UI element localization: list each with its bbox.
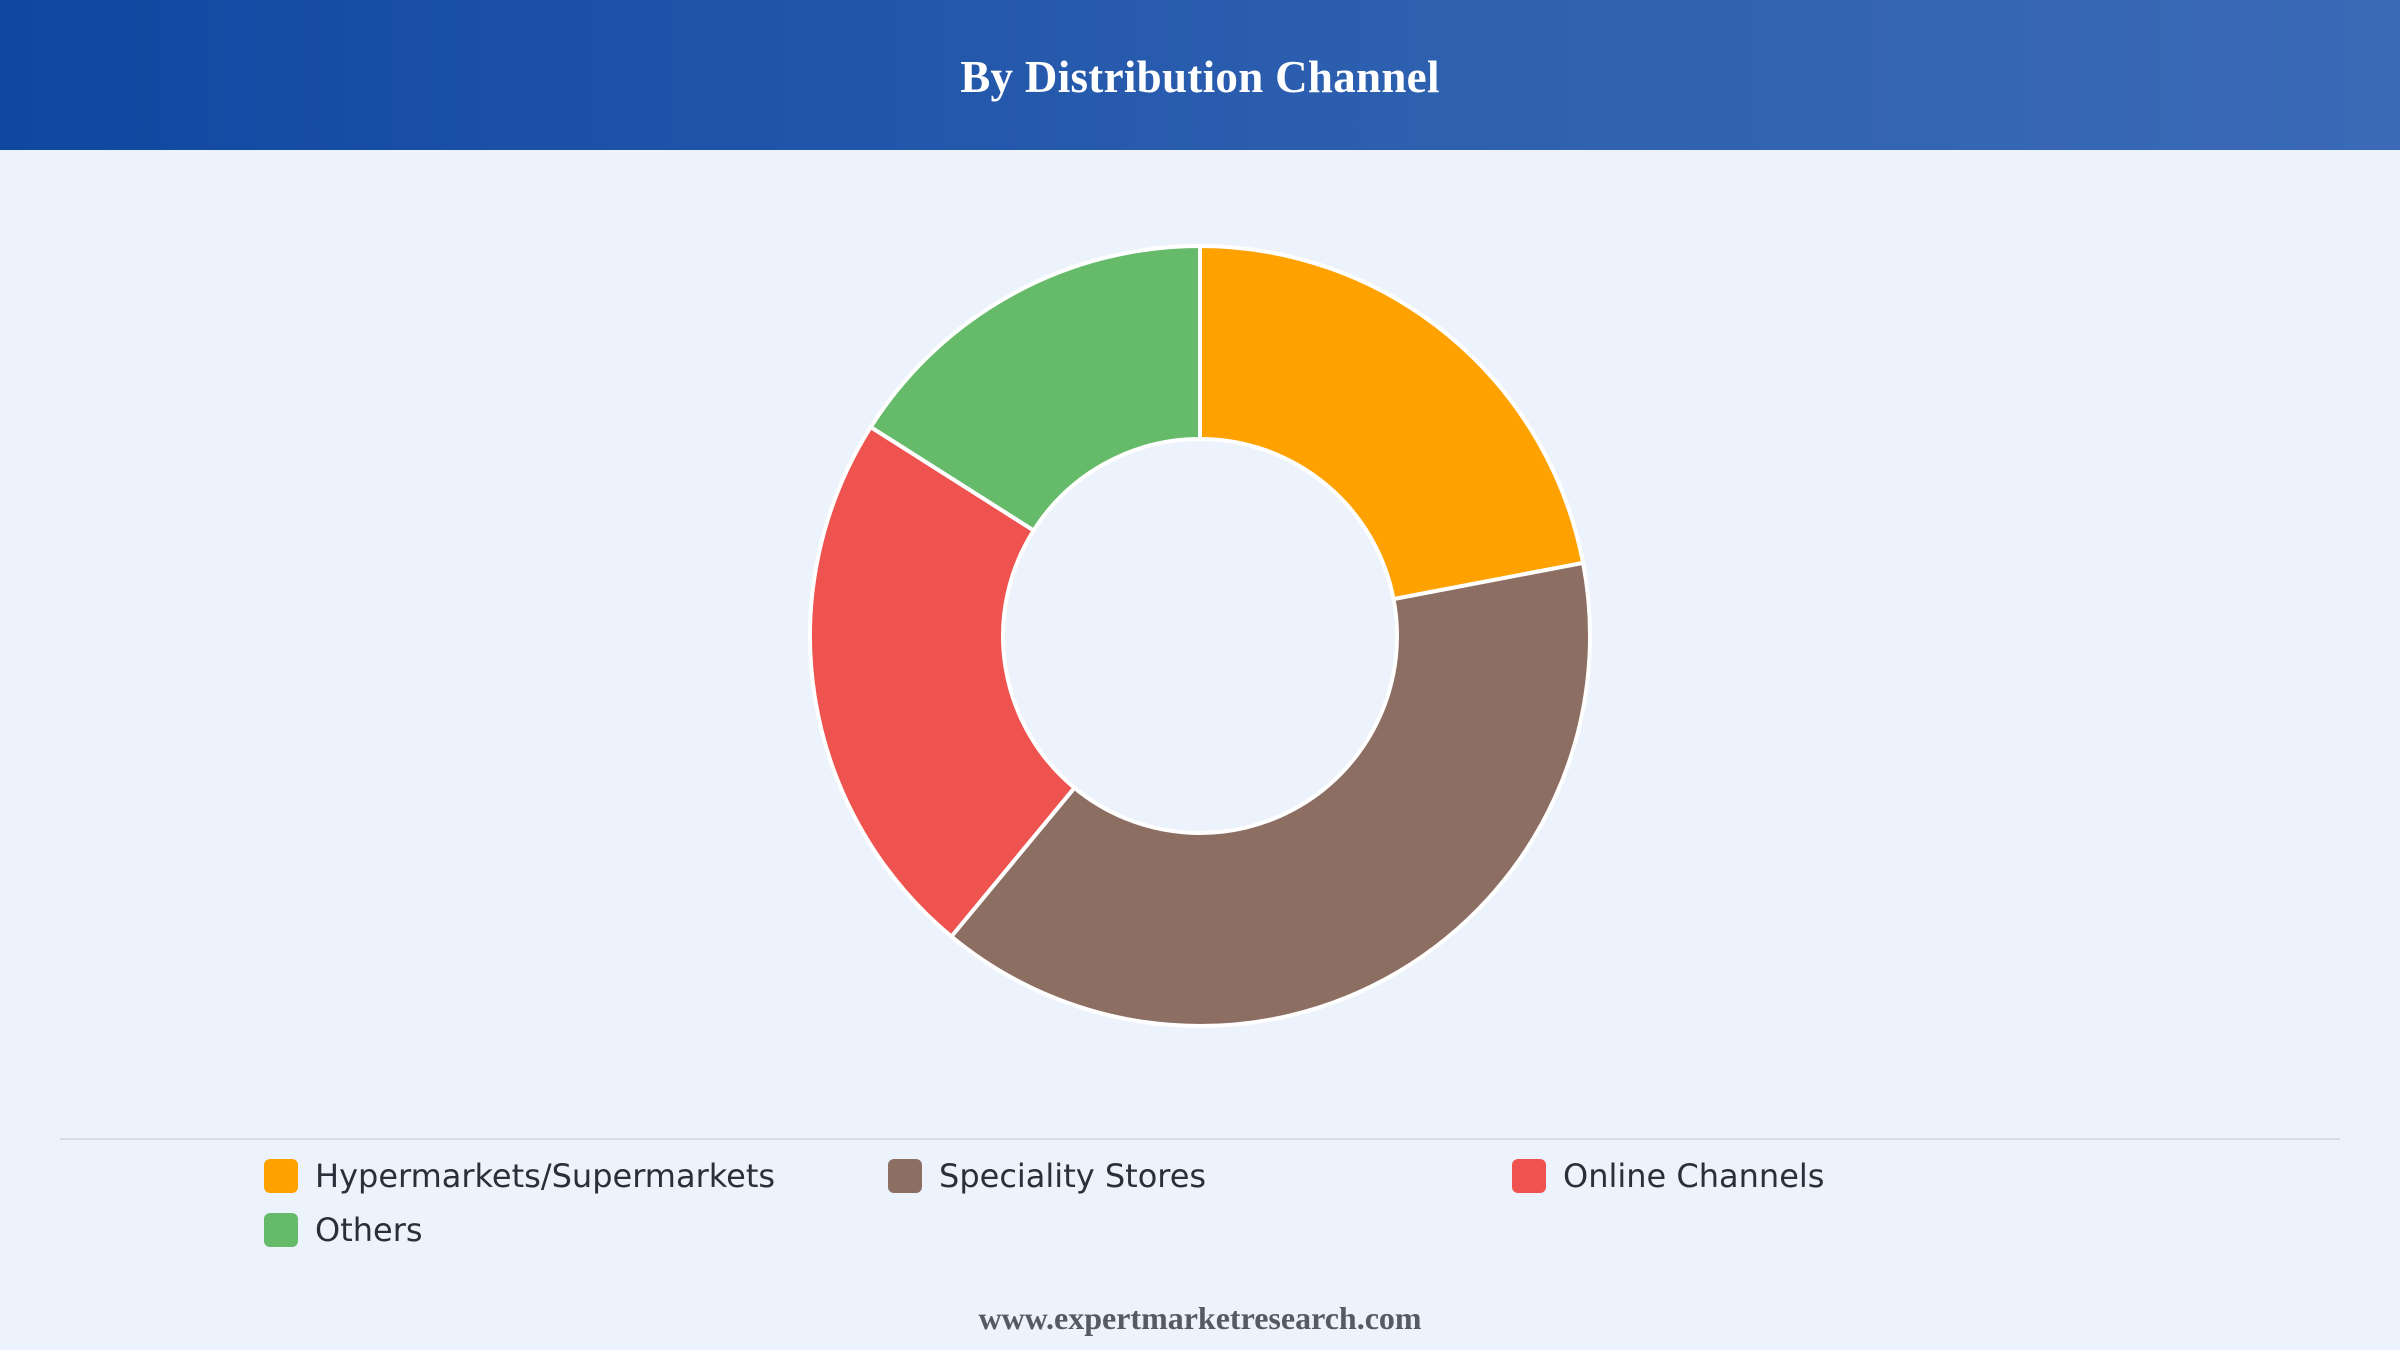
- legend-swatch-hypermarkets: [264, 1159, 298, 1193]
- donut-slice-others: [868, 244, 1202, 533]
- legend-item-speciality-stores: Speciality Stores: [888, 1152, 1206, 1200]
- chart-title: By Distribution Channel: [960, 52, 1440, 102]
- legend-divider: [60, 1138, 2340, 1140]
- legend-item-hypermarkets: Hypermarkets/Supermarkets: [264, 1152, 775, 1200]
- legend-swatch-online-channels: [1512, 1159, 1546, 1193]
- legend-swatch-others: [264, 1213, 298, 1247]
- legend-label-online-channels: Online Channels: [1563, 1157, 1825, 1195]
- legend-swatch-speciality-stores: [888, 1159, 922, 1193]
- chart-header: By Distribution Channel: [0, 0, 2400, 150]
- legend-item-others: Others: [264, 1206, 423, 1254]
- source-url: www.expertmarketresearch.com: [978, 1300, 1422, 1336]
- donut-slice-online-channels: [808, 425, 1077, 939]
- legend-item-online-channels: Online Channels: [1512, 1152, 1824, 1200]
- legend-label-others: Others: [315, 1211, 423, 1249]
- donut-slice-hypermarkets: [1198, 244, 1586, 602]
- legend-label-speciality-stores: Speciality Stores: [939, 1157, 1207, 1195]
- legend-label-hypermarkets: Hypermarkets/Supermarkets: [315, 1157, 776, 1195]
- donut-slice-speciality-stores: [949, 560, 1592, 1028]
